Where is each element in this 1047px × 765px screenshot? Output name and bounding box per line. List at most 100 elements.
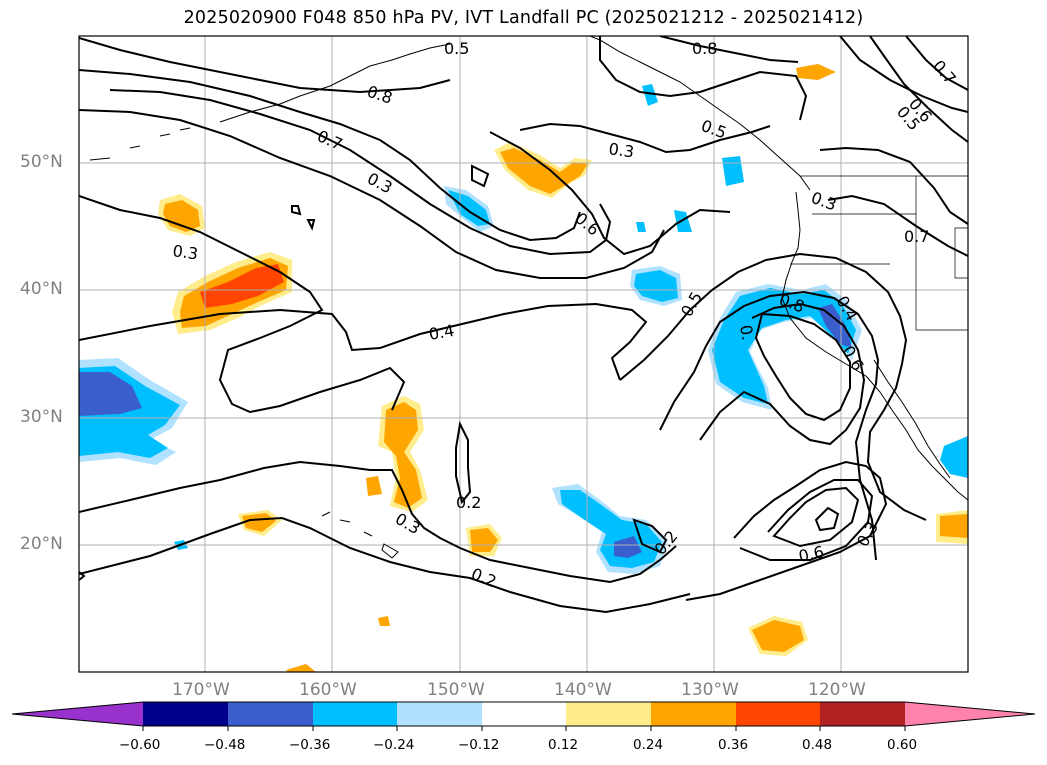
colorbar-tick: 0.48 xyxy=(802,737,833,753)
colorbar-swatch xyxy=(651,702,736,726)
colorbar-extend-low xyxy=(12,702,143,726)
colorbar-tick: 0.36 xyxy=(718,737,749,753)
contour-south-loop-inner xyxy=(772,486,860,548)
contour-label: 0.3 xyxy=(364,169,395,198)
colorbar-tick: 0.60 xyxy=(887,737,918,753)
positive-anomaly-m xyxy=(242,513,276,532)
map-frame xyxy=(78,35,969,673)
negative-anomaly-q xyxy=(940,436,968,478)
negative-anomaly-j xyxy=(712,288,856,404)
lon-label-160w: 160°W xyxy=(299,680,357,700)
contour-alaska-07 xyxy=(659,36,799,63)
positive-anomaly-b-core xyxy=(200,264,284,308)
colorbar xyxy=(11,701,1036,731)
contour-label: 0.7 xyxy=(314,126,345,154)
positive-anomaly-c xyxy=(500,148,588,194)
figure-title: 2025020900 F048 850 hPa PV, IVT Landfall… xyxy=(183,8,864,28)
colorbar-swatch xyxy=(736,702,820,726)
colorbar-swatch xyxy=(313,702,397,726)
contour-label: 0.5 xyxy=(444,39,469,58)
colorbar-swatch xyxy=(820,702,905,726)
negative-anomaly-f xyxy=(722,156,744,186)
negative-anomaly-h xyxy=(636,222,646,232)
pv-contours xyxy=(79,36,968,614)
contour-south-loop-mid xyxy=(739,479,874,561)
contour-05-ring-outer xyxy=(619,252,927,521)
contour-06-ring xyxy=(659,290,880,561)
positive-anomaly-o xyxy=(470,528,498,552)
positive-anomaly-a xyxy=(163,200,200,232)
contour-label: 0.8 xyxy=(365,82,395,108)
contour-08-north xyxy=(79,37,451,94)
colorbar-tick: −0.36 xyxy=(289,737,331,753)
state-borders xyxy=(790,176,968,331)
lon-label-140w: 140°W xyxy=(554,680,612,700)
positive-anomaly-k xyxy=(384,402,422,508)
colorbar-swatch xyxy=(397,702,482,726)
positive-anomaly-u xyxy=(378,616,390,626)
positive-anomaly-t xyxy=(286,664,316,672)
small-contour-c xyxy=(291,205,302,216)
colorbar-swatch xyxy=(566,702,651,726)
colorbar-swatch xyxy=(228,702,313,726)
colorbar-extend-high xyxy=(905,702,1035,726)
small-contour-d xyxy=(306,219,316,231)
contour-label: 0.4 xyxy=(427,321,455,344)
positive-anomaly-l xyxy=(366,476,382,496)
lon-label-130w: 130°W xyxy=(681,680,739,700)
negative-anomaly-e xyxy=(642,84,658,106)
contour-03-south xyxy=(79,460,677,584)
colorbar-tick: 0.12 xyxy=(548,737,579,753)
contour-03-west xyxy=(79,195,406,414)
contour-04-broad xyxy=(79,302,648,381)
hawaii-islands xyxy=(321,511,399,559)
contour-label: 0. xyxy=(736,323,757,341)
baja-california-coast xyxy=(873,359,951,479)
lat-label-20n: 20°N xyxy=(20,534,63,554)
contour-03-northeast xyxy=(819,146,968,225)
colorbar-swatch xyxy=(143,702,228,726)
contour-03-gulf-loop xyxy=(489,131,731,256)
positive-anomaly-e xyxy=(796,64,836,80)
negative-anomaly-p-core xyxy=(614,536,642,558)
contour-03-east xyxy=(839,36,968,113)
contour-label: 0.7 xyxy=(904,227,929,246)
contour-alaska-08 xyxy=(599,36,808,121)
contour-south-loop-outer xyxy=(685,460,888,601)
contour-west-cut xyxy=(79,571,86,581)
negative-anomaly-i xyxy=(634,270,678,302)
contour-04-east xyxy=(827,194,968,257)
contour-label: 0.3 xyxy=(809,188,839,215)
colorbar-tick: −0.48 xyxy=(204,737,246,753)
lon-label-150w: 150°W xyxy=(427,680,485,700)
contour-02-south xyxy=(79,516,691,614)
colorbar-swatch xyxy=(482,702,566,726)
contour-label: 0.3 xyxy=(392,509,424,538)
positive-anomaly-s xyxy=(752,620,804,652)
colorbar-tick: −0.24 xyxy=(373,737,415,753)
contour-south-loop-core xyxy=(814,506,840,532)
contour-05-upper xyxy=(79,109,665,279)
contour-label: 0.2 xyxy=(456,493,481,512)
small-contour-b xyxy=(632,518,668,554)
negative-anomaly-west-core xyxy=(79,372,142,416)
positive-anomaly-r xyxy=(940,514,968,538)
lat-label-30n: 30°N xyxy=(20,407,63,427)
contour-07-north xyxy=(79,69,581,242)
gulf-of-alaska-coast xyxy=(589,36,811,191)
contour-label: 0.3 xyxy=(607,139,635,161)
lon-label-120w: 120°W xyxy=(808,680,866,700)
shading-layer xyxy=(79,64,968,672)
small-contour-a xyxy=(471,164,490,188)
lat-label-50n: 50°N xyxy=(20,152,63,172)
negative-anomaly-p xyxy=(560,490,662,568)
colorbar-tick: 0.24 xyxy=(633,737,664,753)
contour-08-ring xyxy=(754,312,851,422)
contour-label: 0.6 xyxy=(571,209,603,240)
contour-07-ring xyxy=(699,302,866,446)
alaska-peninsula-coast xyxy=(219,43,451,123)
contour-06-upper xyxy=(109,89,612,256)
contour-05-gulf-loop xyxy=(519,122,771,154)
negative-anomaly-j-core xyxy=(818,304,852,348)
